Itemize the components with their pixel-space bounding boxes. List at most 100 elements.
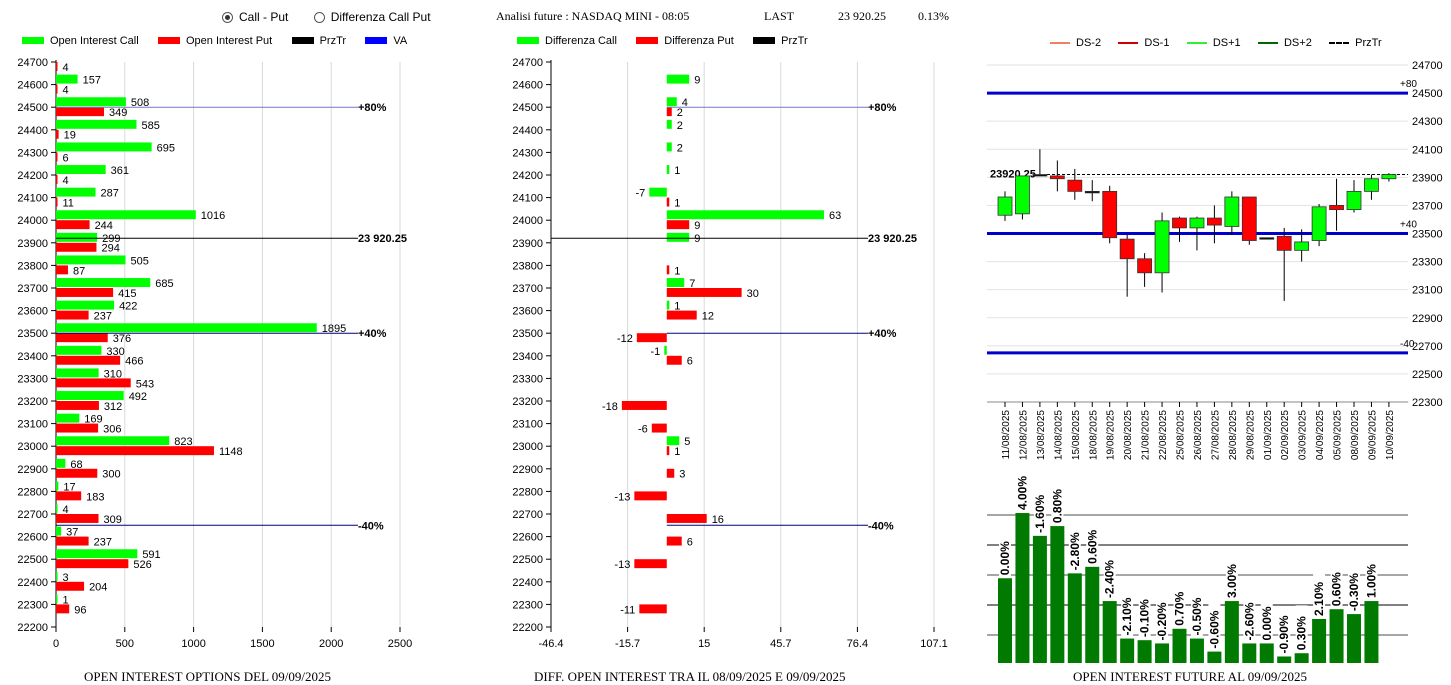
candlestick-chart: 24700 24500 24300 24100 23900 23700 23500 23300…: [987, 60, 1443, 460]
future-bar: [1224, 601, 1239, 663]
legend-swatch: [636, 37, 659, 44]
bar-put: [621, 401, 667, 410]
candle-down: [1276, 235, 1292, 251]
y-tick-label: 23000: [17, 441, 48, 453]
future-bar: [1189, 638, 1204, 663]
bar-put: [56, 310, 89, 320]
radio-call-put[interactable]: Call - Put: [222, 10, 288, 24]
y-tick-label: 22800: [17, 486, 48, 498]
legend-item: PrzTr: [1329, 37, 1382, 49]
bar-value-label: -6: [638, 424, 648, 436]
candle-up: [1346, 190, 1362, 211]
bar-value-label: 204: [89, 582, 107, 594]
candle-down: [1172, 217, 1187, 229]
radio-differenza-call-put[interactable]: Differenza Call Put: [313, 10, 431, 24]
future-bar: [1137, 640, 1152, 663]
caption-oi-options: OPEN INTEREST OPTIONS DEL 09/09/2025: [84, 669, 331, 684]
bar-call: [56, 210, 196, 220]
x-tick-label: 0: [53, 638, 59, 650]
candle-up: [1381, 174, 1397, 180]
last-label: LAST: [764, 9, 794, 23]
y-tick-label: 23900: [17, 238, 48, 250]
bar-value-label: 1.00%: [1364, 564, 1378, 598]
bar-put: [666, 514, 707, 523]
y-tick-label: 24300: [1412, 116, 1443, 128]
candle-up: [1294, 241, 1310, 251]
bar-put: [56, 423, 99, 433]
bar-call: [666, 436, 680, 446]
bar-call: [56, 526, 62, 536]
bar-put: [634, 559, 667, 569]
y-tick-label: 23500: [1412, 229, 1443, 241]
bar-value-label: 1: [63, 594, 69, 606]
legend-swatch: [291, 37, 314, 44]
bar-call: [666, 74, 690, 84]
x-tick-label: -46.4: [538, 638, 563, 650]
candle-up: [1364, 178, 1379, 192]
bar-call: [56, 504, 58, 513]
bar-value-label: 169: [84, 414, 102, 426]
bar-put: [56, 378, 131, 388]
legend-line: [1257, 42, 1278, 44]
bar-put: [666, 355, 682, 365]
future-bar: [998, 578, 1012, 663]
bar-value-label: 585: [141, 120, 159, 132]
y-tick-label: 24700: [512, 57, 543, 69]
bar-value-label: 5: [684, 436, 690, 448]
legend-line: [1050, 42, 1070, 44]
y-tick-label: 23700: [17, 283, 48, 295]
bar-value-label: 309: [104, 514, 122, 526]
bar-value-label: 4: [63, 175, 69, 187]
legend-item: DS-1: [1118, 37, 1169, 49]
bar-value-label: 237: [94, 311, 112, 323]
y-tick-label: 22500: [17, 554, 48, 566]
bar-put: [56, 468, 98, 478]
y-tick-label: 23600: [17, 306, 48, 318]
x-tick-label: 05/09/2025: [1333, 410, 1344, 460]
x-tick-label: 28/08/2025: [1228, 410, 1239, 460]
legend-oi-diff: Differenza Call Differenza Put PrzTr: [517, 33, 824, 47]
bar-value-label: 2: [677, 142, 683, 154]
x-tick-label: 18/08/2025: [1088, 410, 1099, 460]
bar-value-label: 183: [86, 491, 104, 503]
x-tick-label: 01/09/2025: [1263, 410, 1274, 460]
bar-value-label: 9: [694, 220, 700, 232]
y-tick-label: 22300: [512, 599, 543, 611]
bar-value-label: 0.80%: [1050, 489, 1064, 523]
legend-item: Differenza Call: [517, 35, 617, 47]
bar-put: [56, 446, 214, 456]
y-tick-label: 22400: [512, 577, 543, 589]
va-label: +40: [1400, 220, 1417, 231]
bar-value-label: 1: [674, 265, 680, 277]
bar-value-label: 96: [74, 604, 86, 616]
bar-put: [56, 536, 89, 546]
reference-label: +80%: [358, 102, 387, 114]
x-tick-label: 14/08/2025: [1053, 410, 1064, 460]
bar-put: [666, 107, 672, 117]
bar-value-label: 3.00%: [1225, 564, 1239, 598]
x-tick-label: 11/08/2025: [1001, 410, 1012, 460]
bar-put: [56, 107, 105, 117]
bar-put: [56, 175, 58, 184]
bar-put: [666, 468, 675, 478]
bar-value-label: -0.90%: [1277, 615, 1291, 653]
bar-value-label: 505: [130, 255, 148, 267]
future-bar: [1242, 643, 1257, 663]
bar-put: [666, 288, 742, 297]
candle-up: [1015, 175, 1030, 215]
bar-call: [56, 345, 102, 355]
bar-value-label: -18: [602, 401, 618, 413]
label-bg: [1051, 478, 1064, 525]
bar-call: [56, 255, 126, 265]
candle-up: [1032, 174, 1048, 177]
future-bar: [1085, 566, 1100, 663]
bar-put: [636, 333, 667, 343]
bar-value-label: 2: [677, 120, 683, 132]
future-bar: [1050, 526, 1065, 663]
x-tick-label: 02/09/2025: [1280, 410, 1291, 460]
label-bg: [1086, 518, 1099, 565]
bar-call: [666, 165, 670, 174]
bar-value-label: 87: [73, 265, 85, 277]
y-tick-label: 24400: [17, 125, 48, 137]
x-tick-label: 500: [116, 638, 134, 650]
